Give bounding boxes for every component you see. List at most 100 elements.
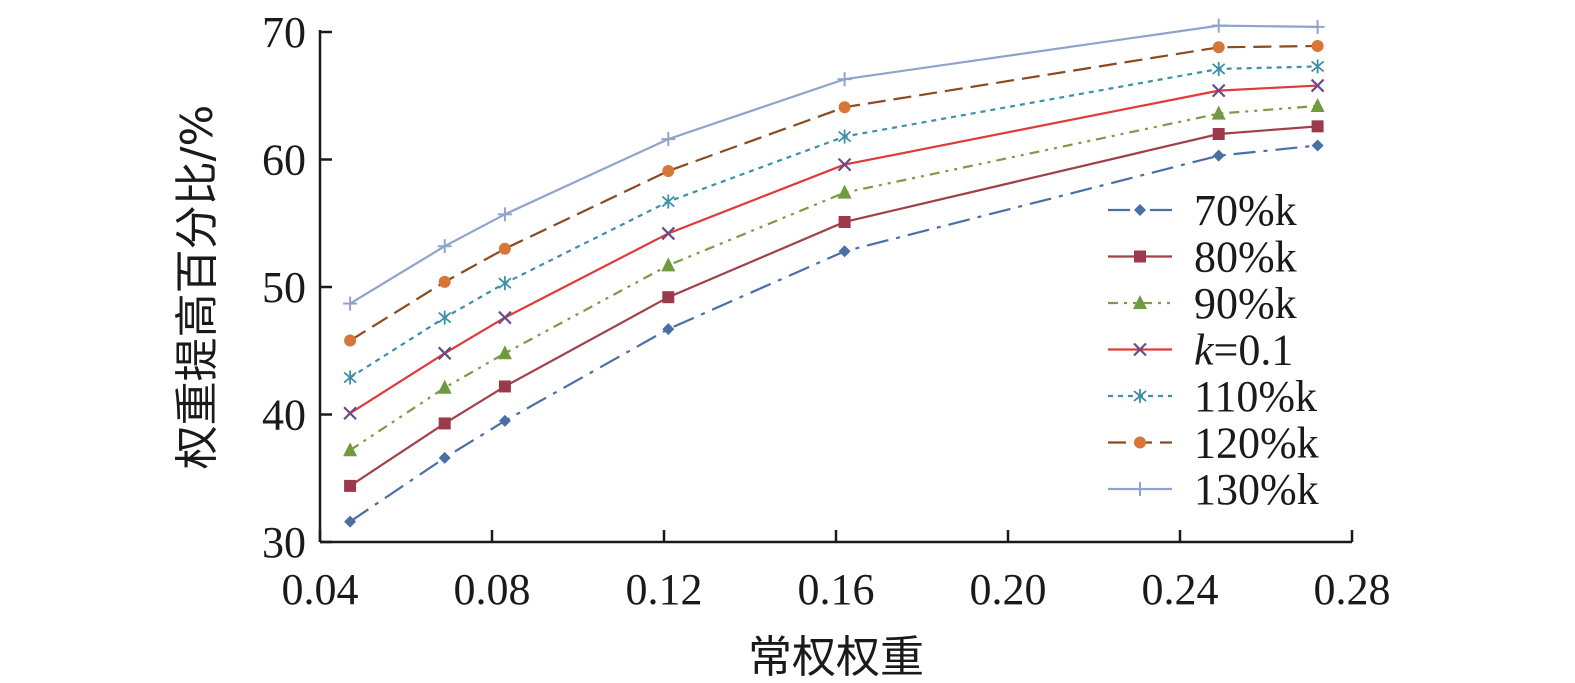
legend-marker — [1133, 295, 1147, 309]
data-point — [437, 379, 452, 394]
series-130%k — [343, 18, 1325, 311]
series-line — [349, 104, 1318, 452]
series-line — [349, 84, 1318, 415]
legend-label: 80%k — [1194, 233, 1297, 282]
series-k=0.1 — [343, 78, 1325, 421]
legend-label-rest: =0.1 — [1214, 326, 1294, 375]
series-line — [349, 24, 1318, 305]
series-line — [349, 44, 1318, 342]
x-axis-title: 常权权重 — [748, 632, 924, 683]
x-ticks: 0.04 0.08 0.12 0.16 0.20 0.24 0.28 — [282, 530, 1391, 614]
data-point — [1212, 61, 1226, 76]
data-point — [662, 291, 675, 304]
data-point — [838, 245, 851, 258]
legend-item: 90%k — [1108, 279, 1297, 328]
y-ticks: 30 40 50 60 70 — [262, 8, 332, 567]
legend-marker — [1133, 389, 1147, 403]
data-point — [497, 345, 512, 360]
series-120%k — [344, 40, 1324, 347]
x-tick-label: 0.24 — [1142, 565, 1219, 614]
y-tick-label: 50 — [262, 263, 306, 312]
data-point — [1212, 41, 1225, 54]
y-axis-title: 权重提高百分比/% — [172, 105, 223, 470]
y-tick-label: 70 — [262, 8, 306, 57]
data-point — [1311, 120, 1324, 133]
y-tick-label: 60 — [262, 136, 306, 185]
data-point — [1310, 19, 1325, 34]
data-point — [343, 442, 358, 457]
data-point — [1212, 149, 1225, 162]
data-point — [661, 226, 676, 241]
legend-item: 110%k — [1108, 372, 1317, 421]
legend-item: 80%k — [1108, 233, 1297, 282]
legend-item: k=0.1 — [1108, 326, 1293, 375]
data-point — [1310, 97, 1325, 112]
legend-item: 130%k — [1108, 465, 1319, 514]
x-tick-label: 0.20 — [970, 565, 1047, 614]
data-point — [437, 239, 452, 254]
data-point — [344, 479, 357, 492]
data-point — [438, 417, 451, 430]
data-point — [1311, 59, 1325, 74]
legend-marker — [1133, 482, 1147, 496]
series-line — [349, 125, 1318, 487]
legend-item: 70%k — [1108, 186, 1297, 235]
data-point — [498, 276, 512, 291]
data-point — [343, 406, 357, 421]
series-layer — [343, 18, 1325, 528]
data-point — [661, 257, 676, 272]
data-point — [837, 72, 852, 87]
data-point — [1310, 78, 1325, 93]
data-point — [438, 451, 451, 464]
legend-marker — [1133, 342, 1147, 357]
data-point — [437, 346, 452, 361]
data-point — [1311, 40, 1324, 53]
series-70%k — [344, 139, 1324, 528]
x-tick-label: 0.12 — [626, 565, 703, 614]
legend-item: 120%k — [1108, 419, 1319, 468]
data-point — [662, 323, 675, 336]
data-point — [661, 194, 675, 209]
data-point — [498, 414, 511, 427]
data-point — [661, 132, 676, 147]
series-80%k — [344, 120, 1324, 492]
data-point — [1211, 105, 1226, 120]
data-point — [1211, 18, 1226, 33]
y-tick-label: 40 — [262, 391, 306, 440]
y-tick-label: 30 — [262, 518, 306, 567]
axes: 30 40 50 60 70 0.04 0.08 0.12 0.16 0.20 0.24 0.28 — [262, 8, 1391, 614]
data-point — [837, 157, 852, 172]
x-tick-label: 0.16 — [798, 565, 875, 614]
legend-marker — [1134, 250, 1146, 263]
legend-label: k=0.1 — [1194, 326, 1293, 375]
data-point — [1311, 139, 1324, 152]
legend-label: 110%k — [1194, 372, 1317, 421]
data-point — [498, 310, 512, 325]
legend-marker — [1134, 436, 1146, 449]
x-tick-label: 0.08 — [454, 565, 531, 614]
data-point — [662, 164, 675, 177]
data-point — [498, 242, 511, 255]
legend-label: 70%k — [1194, 186, 1297, 235]
legend-label: 130%k — [1194, 465, 1319, 514]
x-tick-label: 0.28 — [1314, 565, 1391, 614]
legend-label: 90%k — [1194, 279, 1297, 328]
data-point — [438, 275, 451, 288]
legend-marker — [1134, 204, 1146, 216]
data-point — [344, 515, 357, 528]
series-line — [349, 144, 1318, 523]
legend-label: 120%k — [1194, 419, 1319, 468]
series-90%k — [343, 97, 1325, 457]
data-point — [838, 101, 851, 114]
data-point — [343, 370, 357, 385]
x-tick-label: 0.04 — [282, 565, 359, 614]
data-point — [838, 215, 851, 228]
series-line — [349, 65, 1318, 379]
data-point — [498, 380, 511, 393]
data-point — [497, 207, 512, 222]
data-point — [838, 129, 852, 144]
data-point — [1211, 83, 1226, 98]
data-point — [344, 334, 357, 347]
